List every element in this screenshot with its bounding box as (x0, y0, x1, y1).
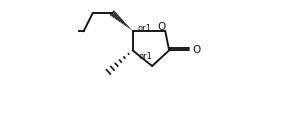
Text: O: O (192, 45, 200, 55)
Text: or1: or1 (138, 52, 152, 61)
Text: or1: or1 (137, 24, 151, 33)
Text: O: O (158, 22, 166, 32)
